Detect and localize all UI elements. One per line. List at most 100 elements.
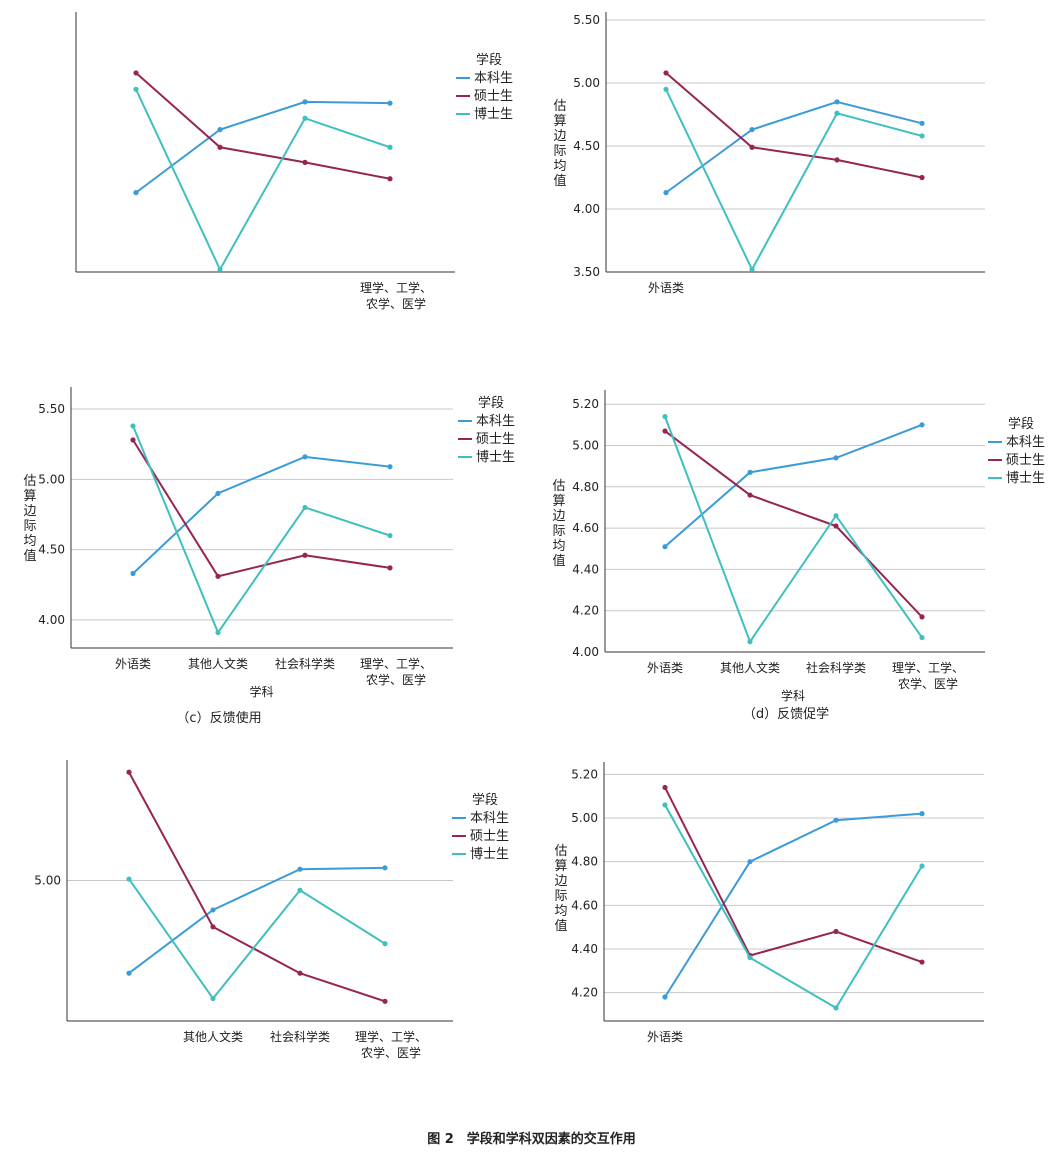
series-line-硕士生 — [665, 72, 923, 179]
data-point — [387, 176, 393, 182]
data-point — [297, 970, 303, 976]
y-tick-label: 4.80 — [572, 480, 599, 494]
x-tick-label: 农学、医学 — [361, 1045, 421, 1060]
x-tick-label: 理学、工学、 — [360, 280, 432, 295]
data-point — [919, 811, 925, 817]
series-line-博士生 — [665, 88, 923, 272]
y-tick-label: 4.50 — [38, 543, 65, 557]
data-point — [126, 876, 132, 882]
y-tick-label: 5.50 — [573, 13, 600, 27]
y-tick-label: 4.40 — [571, 942, 598, 956]
data-point — [297, 866, 303, 872]
data-point — [747, 859, 753, 865]
y-tick-label: 5.00 — [572, 438, 599, 452]
x-tick-label: 社会科学类 — [270, 1029, 330, 1044]
y-tick-label: 4.40 — [572, 562, 599, 576]
data-point — [833, 1005, 839, 1011]
data-point — [663, 70, 669, 76]
x-tick-label: 其他人文类 — [183, 1029, 243, 1044]
data-point — [133, 70, 139, 76]
data-point — [749, 144, 755, 150]
data-point — [382, 998, 388, 1004]
y-axis-title-char: 际 — [552, 524, 565, 539]
data-point — [662, 784, 668, 791]
figure-caption: 图 2 学段和学科双因素的交互作用 — [427, 1132, 636, 1147]
series-line-博士生 — [664, 804, 923, 1010]
data-point — [919, 174, 925, 181]
data-point — [302, 504, 308, 511]
series-line-博士生 — [132, 425, 391, 635]
data-point — [833, 523, 839, 529]
data-point — [217, 127, 223, 133]
data-point — [215, 573, 221, 579]
data-point — [747, 469, 753, 475]
y-tick-label: 5.50 — [38, 402, 65, 416]
y-tick-label: 5.00 — [38, 472, 65, 486]
x-tick-label: 外语类 — [648, 281, 684, 295]
series-line-博士生 — [128, 878, 386, 1001]
y-axis-title-char: 边 — [23, 504, 36, 519]
legend-title: 学段 — [478, 395, 504, 411]
legend-label: 博士生 — [1006, 471, 1045, 486]
y-axis-title-char: 算 — [553, 114, 566, 129]
x-tick-label: 其他人文类 — [188, 656, 248, 671]
legend-title: 学段 — [1008, 416, 1034, 432]
data-point — [130, 570, 136, 577]
data-point — [133, 86, 139, 92]
data-point — [919, 634, 925, 641]
x-axis-title: 学科 — [781, 688, 805, 703]
data-point — [130, 423, 136, 429]
x-tick-label: 农学、医学 — [366, 672, 426, 687]
series-line-硕士生 — [664, 787, 923, 964]
data-point — [382, 941, 388, 947]
y-tick-label: 5.00 — [573, 76, 600, 90]
legend-label: 博士生 — [474, 107, 513, 122]
data-point — [662, 994, 668, 1000]
series-line-本科生 — [135, 100, 391, 194]
x-tick-label: 外语类 — [115, 657, 151, 671]
data-point — [302, 552, 308, 558]
panel-subtitle: （c）反馈使用 — [176, 710, 261, 726]
y-axis-title-char: 值 — [552, 553, 565, 569]
data-point — [747, 639, 753, 645]
series-line-本科生 — [132, 455, 391, 575]
data-point — [833, 513, 839, 519]
legend-label: 硕士生 — [476, 432, 515, 447]
y-axis-title-char: 算 — [23, 489, 36, 504]
series-line-本科生 — [664, 812, 923, 998]
data-point — [215, 629, 221, 636]
data-point — [302, 159, 308, 165]
series-line-硕士生 — [135, 72, 391, 180]
x-tick-label: 农学、医学 — [366, 296, 426, 311]
data-point — [387, 100, 393, 106]
y-tick-label: 4.20 — [572, 604, 599, 618]
series-line-硕士生 — [128, 771, 386, 1003]
data-point — [382, 865, 388, 871]
data-point — [834, 99, 840, 105]
series-line-本科生 — [128, 866, 386, 975]
x-tick-label: 外语类 — [647, 661, 683, 675]
series-line-硕士生 — [664, 430, 923, 618]
data-point — [833, 817, 839, 823]
data-point — [387, 532, 393, 539]
legend-label: 本科生 — [474, 71, 513, 86]
data-point — [919, 120, 925, 126]
data-point — [747, 955, 753, 961]
y-axis-title-char: 边 — [554, 874, 567, 889]
y-axis-title-char: 均 — [554, 904, 567, 919]
legend-label: 本科生 — [470, 811, 509, 826]
y-tick-label: 3.50 — [573, 265, 600, 279]
y-axis-title-char: 估 — [23, 474, 36, 489]
y-axis-title-char: 值 — [554, 918, 567, 934]
data-point — [215, 490, 221, 496]
data-point — [662, 544, 668, 550]
y-tick-label: 4.60 — [572, 521, 599, 535]
x-tick-label: 农学、医学 — [898, 676, 958, 691]
y-tick-label: 4.60 — [571, 898, 598, 912]
data-point — [749, 127, 755, 133]
y-axis-title-char: 均 — [553, 159, 566, 174]
